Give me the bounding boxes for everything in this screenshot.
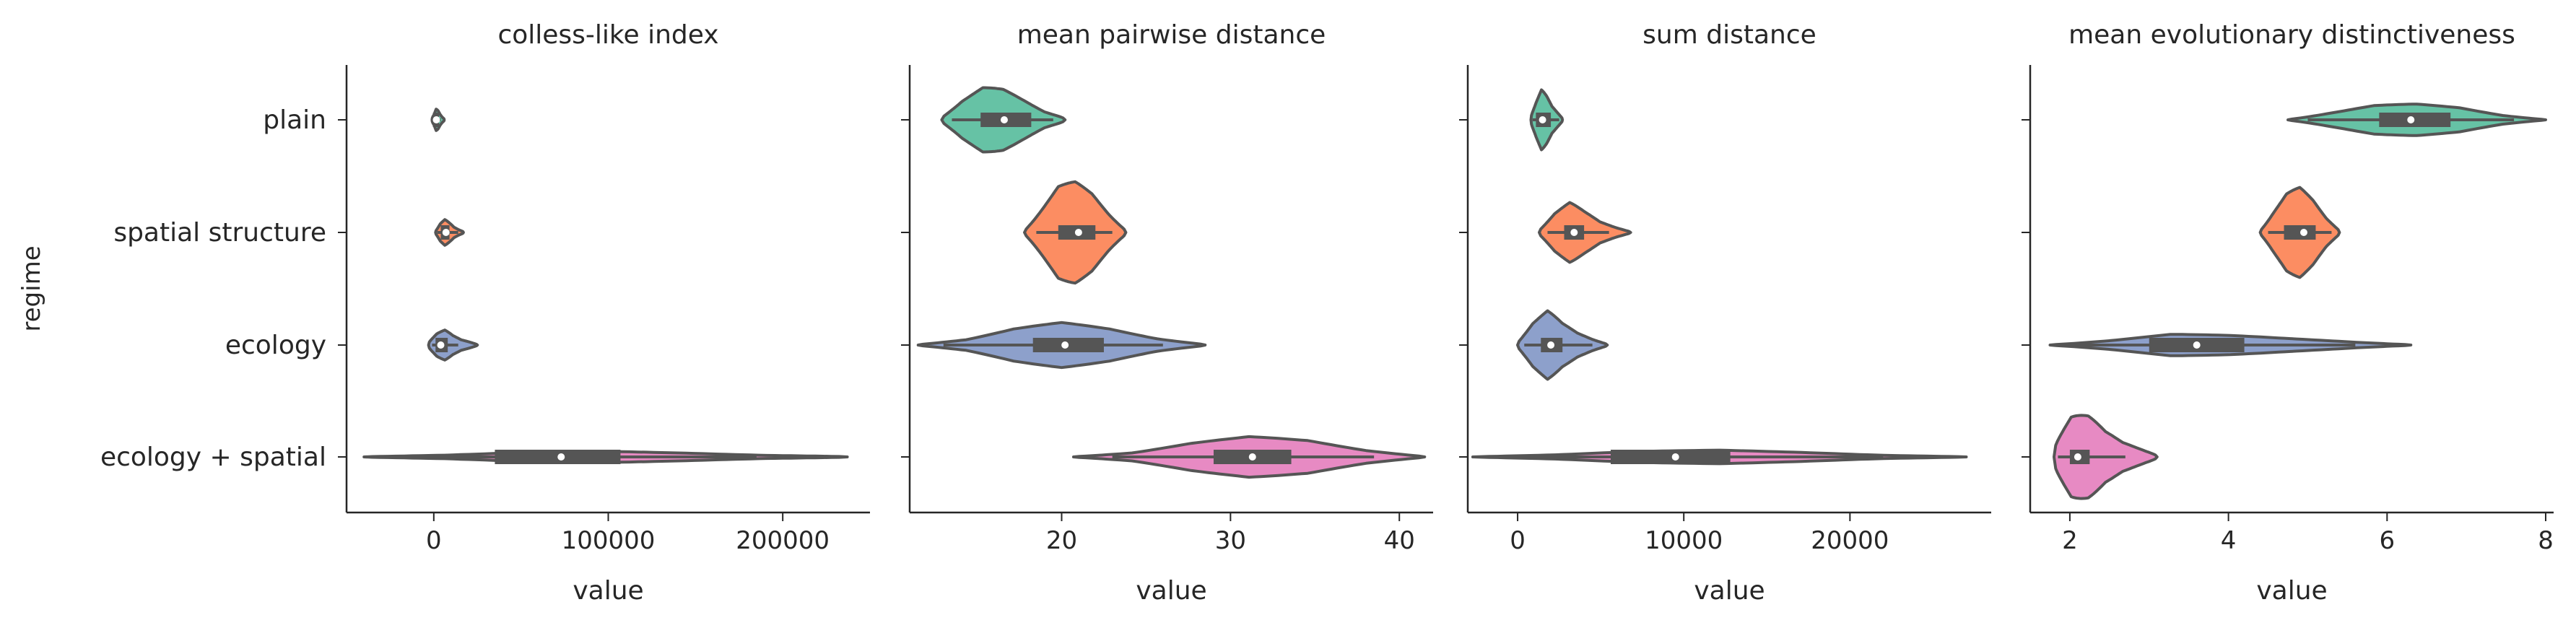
facet-mean-pairwise-distance: mean pairwise distance 20 30 40 value (901, 20, 1433, 606)
violin-plain (1529, 88, 1565, 152)
violin-median (2193, 341, 2201, 349)
violin-ecology (427, 328, 479, 362)
violin-spatial-structure (1538, 201, 1632, 264)
facet-colless-like-index: colless-like index 0 100000 200000 value plai… (100, 20, 870, 606)
facet-title: colless-like index (497, 20, 718, 50)
x-tick-label: 0 (426, 526, 442, 555)
violin-ecology-spatial (2053, 414, 2159, 500)
violin-median (437, 341, 445, 349)
facet-sum-distance: sum distance 0 10000 20000 value (1459, 20, 1991, 606)
violin-median (1000, 116, 1008, 123)
y-axis-label: regime (17, 245, 46, 331)
x-tick-label: 4 (2221, 526, 2237, 555)
violin-median (442, 229, 450, 236)
x-tick-label: 20000 (1811, 526, 1889, 555)
facet-mean-evolutionary-distinctiveness: mean evolutionary distinctiveness 2 4 6 8 val… (2022, 20, 2554, 606)
y-axis-label-group: regime (17, 245, 46, 331)
x-tick-label: 6 (2379, 526, 2395, 555)
violin-ecology-spatial (362, 450, 849, 464)
violin-median (1539, 116, 1546, 123)
violin-median (1061, 341, 1069, 349)
y-tick-label: plain (263, 105, 326, 135)
violin-median (1671, 453, 1679, 461)
y-tick-label: spatial structure (113, 218, 326, 248)
x-tick-label: 20 (1046, 526, 1077, 555)
violin-spatial-structure (1023, 180, 1128, 285)
x-axis-label: value (1136, 576, 1206, 606)
violin-plain (2286, 103, 2547, 137)
violin-median (557, 453, 565, 461)
x-axis-label: value (2256, 576, 2327, 606)
x-tick-label: 40 (1384, 526, 1415, 555)
x-tick-label: 8 (2538, 526, 2554, 555)
violin-median (2299, 229, 2307, 236)
violin-iqr-box (2379, 113, 2451, 127)
violin-median (2407, 116, 2415, 123)
violin-ecology (916, 320, 1207, 370)
violin-median (2074, 453, 2081, 461)
violin-iqr-box (2284, 225, 2316, 240)
violin-plain (940, 86, 1067, 154)
facet-title: mean pairwise distance (1017, 20, 1326, 50)
violin-ecology (1516, 309, 1609, 381)
x-tick-label: 2 (2062, 526, 2078, 555)
x-axis-label: value (1694, 576, 1765, 606)
violin-ecology-spatial (1471, 448, 1968, 466)
y-tick-label: ecology (225, 331, 326, 360)
violin-ecology-spatial (1071, 435, 1427, 479)
y-tick-label: ecology + spatial (100, 442, 326, 472)
violin-median (432, 116, 440, 123)
facet-title: mean evolutionary distinctiveness (2068, 20, 2515, 50)
x-tick-label: 30 (1215, 526, 1246, 555)
violin-median (1248, 453, 1256, 461)
facet-title: sum distance (1642, 20, 1816, 50)
violin-median (1570, 229, 1578, 236)
violin-ecology (2048, 333, 2413, 357)
violin-spatial-structure (2258, 186, 2341, 279)
violin-plain (430, 108, 446, 132)
x-axis-label: value (573, 576, 643, 606)
violin-iqr-box (1610, 450, 1731, 464)
violin-median (1547, 341, 1555, 349)
x-tick-label: 0 (1510, 526, 1526, 555)
violin-spatial-structure (434, 218, 465, 247)
violin-median (1074, 229, 1082, 236)
x-tick-label: 100000 (562, 526, 656, 555)
x-tick-label: 10000 (1645, 526, 1723, 555)
x-tick-label: 200000 (736, 526, 830, 555)
